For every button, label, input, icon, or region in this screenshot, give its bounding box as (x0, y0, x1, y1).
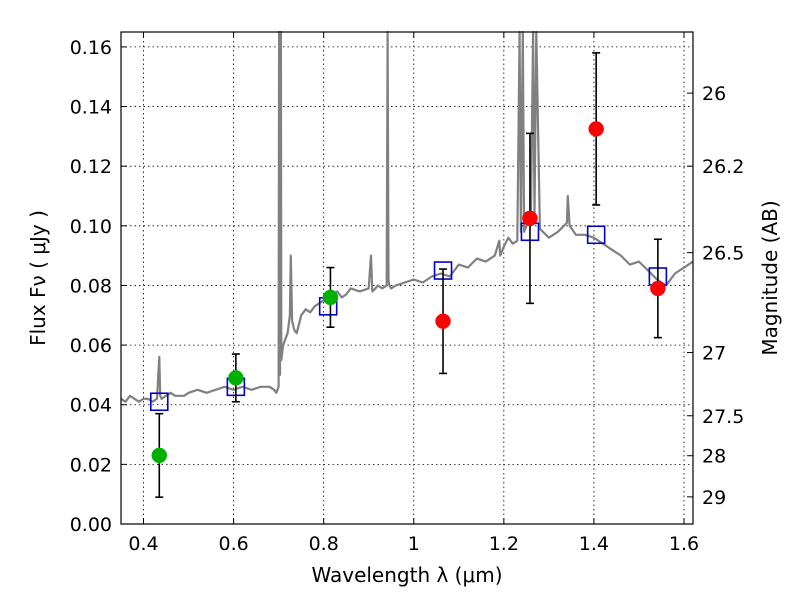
x-tick-label: 1.4 (579, 533, 609, 555)
observed-point (151, 447, 168, 464)
y-tick-label: 0.00 (70, 514, 112, 536)
y2-tick-label: 27.5 (702, 406, 744, 428)
model-square (586, 225, 606, 245)
observed-point (650, 280, 666, 297)
y2-tick-label: 26 (702, 83, 726, 105)
grid-lines (121, 32, 693, 525)
y-tick-label: 0.14 (70, 97, 112, 119)
plot-frame (120, 31, 694, 525)
observed-point (435, 313, 451, 329)
x-tick-label: 1.6 (669, 533, 699, 555)
observed-point (522, 210, 538, 227)
y-tick-label: 0.06 (70, 335, 112, 357)
observed-point (228, 370, 244, 386)
y2-axis-label: Magnitude (AB) (758, 200, 782, 355)
spectrum-line (120, 30, 694, 403)
x-tick-label: 1.2 (489, 533, 519, 555)
x-tick-label: 0.8 (309, 533, 339, 555)
x-tick-label: 1 (408, 533, 420, 555)
observed-point (322, 289, 339, 306)
x-axis-label: Wavelength λ (μm) (311, 563, 502, 587)
observed-point (588, 121, 604, 137)
series-layer (120, 30, 694, 498)
y2-tick-label: 27 (702, 343, 726, 365)
model-square (149, 392, 169, 412)
y-tick-label: 0.12 (70, 156, 112, 178)
y2-tick-label: 26.2 (702, 156, 744, 178)
y-tick-label: 0.08 (70, 275, 112, 297)
y-tick-label: 0.16 (70, 37, 112, 59)
y2-tick-label: 29 (702, 487, 726, 509)
y-axis-label: Flux Fν ( μJy ) (26, 210, 50, 346)
x-tick-label: 0.4 (128, 533, 158, 555)
axis-ticks: 0.4 0.6 0.8 1 1.2 1.4 1.6 0.00 0.02 0.04 0.06 0.08 0… (70, 32, 744, 555)
y2-tick-label: 28 (702, 446, 726, 468)
x-tick-label: 0.6 (218, 533, 248, 555)
y-tick-label: 0.10 (70, 216, 112, 238)
y-tick-label: 0.04 (70, 395, 112, 417)
y2-tick-label: 26.5 (702, 243, 744, 265)
y-tick-label: 0.02 (70, 454, 112, 476)
